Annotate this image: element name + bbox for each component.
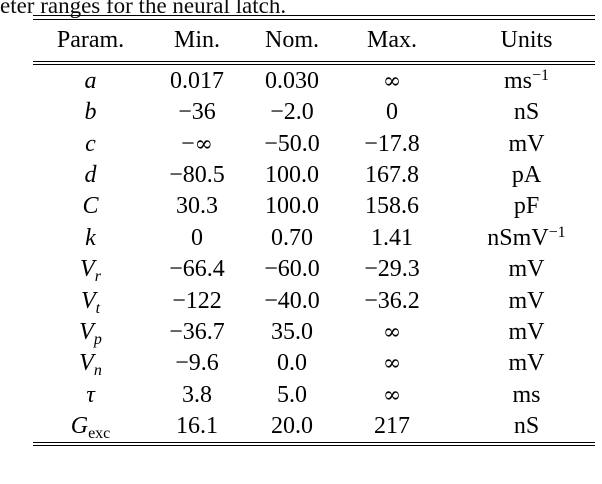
table-row: Vp −36.7 35.0 ∞ mV xyxy=(33,316,595,348)
cell-min: −9.6 xyxy=(175,350,219,377)
table-row: Vt −122 −40.0 −36.2 mV xyxy=(33,285,595,317)
cell-param: Vn xyxy=(79,350,102,380)
cell-min: −66.4 xyxy=(169,256,225,283)
column-header-units: Units xyxy=(500,27,553,54)
cell-units: ms−1 xyxy=(503,66,550,94)
cell-nom: −40.0 xyxy=(264,287,320,314)
cell-param: Vr xyxy=(80,256,101,286)
table-row: C 30.3 100.0 158.6 pF xyxy=(33,191,595,222)
cell-param: a xyxy=(84,67,97,94)
table-row: c −∞ −50.0 −17.8 mV xyxy=(33,128,595,159)
table-row: b −36 −2.0 0 nS xyxy=(33,97,595,128)
cell-min: −80.5 xyxy=(169,162,225,189)
cell-units: nS xyxy=(513,99,540,126)
cell-min: 30.3 xyxy=(176,193,218,220)
column-header-min: Min. xyxy=(173,27,220,54)
table-row: τ 3.8 5.0 ∞ ms xyxy=(33,379,595,410)
cell-units: mV xyxy=(508,319,545,345)
cell-min: −122 xyxy=(172,287,222,314)
cell-nom: 20.0 xyxy=(271,413,313,440)
cell-max: −17.8 xyxy=(364,130,420,157)
cell-units: pF xyxy=(513,193,540,220)
cell-nom: 100.0 xyxy=(265,162,319,189)
table-top-rule xyxy=(33,15,595,20)
cell-units: mV xyxy=(508,130,545,157)
cell-nom: 5.0 xyxy=(277,381,307,408)
cell-max: −29.3 xyxy=(364,256,420,283)
infinity-symbol: ∞ xyxy=(382,351,402,377)
cell-nom: 0.0 xyxy=(277,350,307,377)
cell-min: 0.017 xyxy=(170,67,224,94)
cell-param: Vp xyxy=(79,319,102,348)
cell-units: mV xyxy=(508,350,545,377)
cell-max: ∞ xyxy=(338,351,446,375)
cell-max: −36.2 xyxy=(364,287,420,314)
cell-nom: −60.0 xyxy=(264,256,320,283)
cell-max: ∞ xyxy=(338,320,446,344)
table-row: d −80.5 100.0 167.8 pA xyxy=(33,159,595,190)
table-row: a 0.017 0.030 ∞ ms−1 xyxy=(33,65,595,96)
column-header-max: Max. xyxy=(367,27,417,54)
cell-max: 0 xyxy=(386,99,398,126)
cell-param: c xyxy=(85,130,96,157)
cell-min: 16.1 xyxy=(176,413,218,440)
cell-param: C xyxy=(82,193,99,220)
table-bottom-rule xyxy=(33,441,595,447)
cell-param: k xyxy=(85,224,96,251)
cell-param: b xyxy=(84,99,97,126)
table-row: Vr −66.4 −60.0 −29.3 mV xyxy=(33,254,595,285)
column-header-nom: Nom. xyxy=(265,27,319,54)
cell-nom: −2.0 xyxy=(270,99,314,126)
cell-param: d xyxy=(84,162,97,189)
cell-units: nSmV−1 xyxy=(487,223,566,251)
cell-nom: 100.0 xyxy=(265,193,319,220)
cell-max: 217 xyxy=(374,413,410,440)
table-caption: eter ranges for the neural latch. xyxy=(0,0,287,18)
cell-max: ∞ xyxy=(338,69,446,93)
cell-param: τ xyxy=(86,381,95,408)
cell-max: 158.6 xyxy=(365,193,419,220)
cell-units: mV xyxy=(508,287,545,314)
table-row: Gexc 16.1 20.0 217 nS xyxy=(33,410,595,443)
parameter-table: Param. Min. Nom. Max. Units a 0.017 0.030 ∞ ms−1… xyxy=(33,15,595,447)
cell-min: 0 xyxy=(191,224,203,251)
cell-min: −∞ xyxy=(181,130,213,157)
cell-nom: 0.70 xyxy=(271,224,313,251)
table-row: Vn −9.6 0.0 ∞ mV xyxy=(33,348,595,379)
column-header-param: Param. xyxy=(56,27,125,54)
infinity-symbol: ∞ xyxy=(194,131,213,157)
table-row: k 0 0.70 1.41 nSmV−1 xyxy=(33,222,595,253)
table-body: a 0.017 0.030 ∞ ms−1 b −36 −2.0 0 nS c −∞ −50.0 −17.8… xyxy=(33,65,595,442)
cell-nom: 35.0 xyxy=(271,319,313,345)
infinity-symbol: ∞ xyxy=(382,320,402,345)
table-header-row: Param. Min. Nom. Max. Units xyxy=(33,20,595,61)
cell-nom: −50.0 xyxy=(264,130,320,157)
cell-min: −36 xyxy=(178,99,216,126)
cell-max: 167.8 xyxy=(365,162,419,189)
cell-min: −36.7 xyxy=(169,319,225,345)
cell-units: mV xyxy=(508,256,545,283)
cell-units: pA xyxy=(511,162,542,189)
cell-units: ms xyxy=(512,381,541,408)
cell-units: nS xyxy=(513,413,540,440)
infinity-symbol: ∞ xyxy=(382,68,402,94)
cell-param: Vt xyxy=(80,287,101,317)
table-header-rule xyxy=(33,60,595,66)
cell-min: 3.8 xyxy=(182,381,212,408)
cell-max: 1.41 xyxy=(371,224,413,251)
cell-max: ∞ xyxy=(338,383,446,407)
infinity-symbol: ∞ xyxy=(382,382,402,408)
cell-param: Gexc xyxy=(70,413,111,443)
cell-nom: 0.030 xyxy=(265,67,319,94)
